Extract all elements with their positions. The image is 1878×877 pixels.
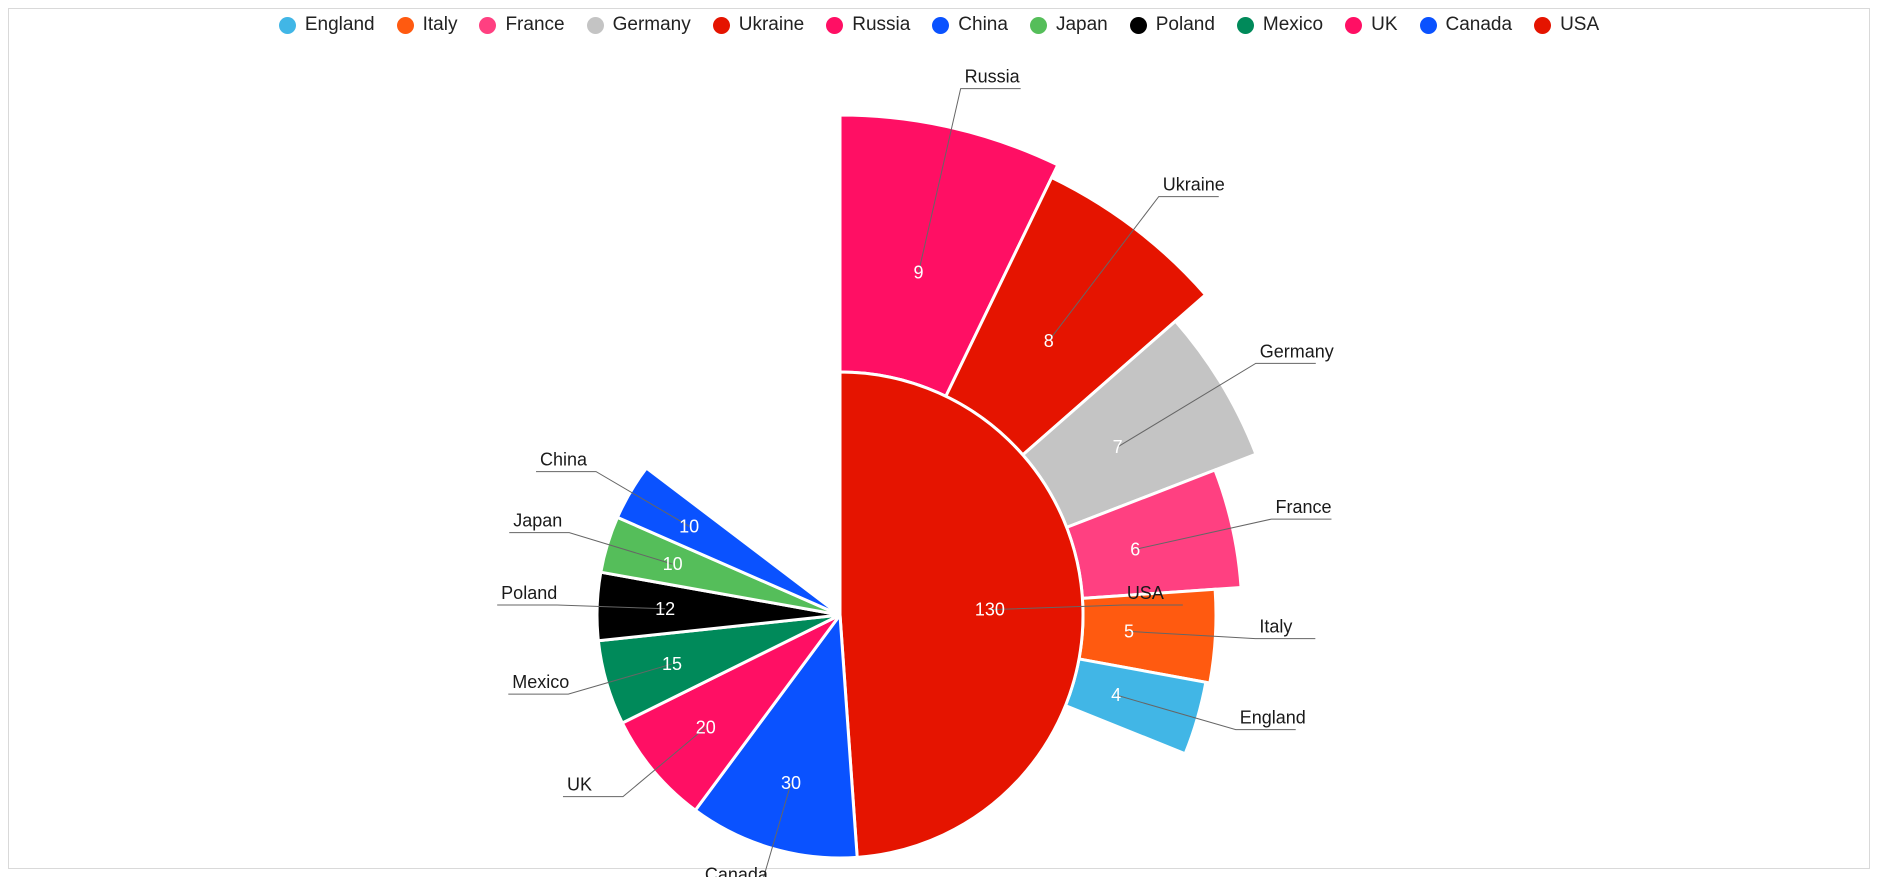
legend-swatch (1345, 16, 1363, 34)
slice-value-label: 15 (662, 654, 682, 674)
slice-value-label: 130 (975, 600, 1005, 620)
legend: England Italy France Germany Ukraine Russia Ch… (0, 14, 1878, 36)
legend-item[interactable]: Mexico (1236, 14, 1324, 36)
legend-label: Poland (1155, 14, 1215, 35)
slice-category-label: Japan (513, 511, 562, 531)
slice-value-label: 30 (781, 773, 801, 793)
slice-category-label: England (1240, 708, 1306, 728)
legend-item[interactable]: USA (1534, 14, 1599, 36)
legend-label: Canada (1445, 14, 1513, 35)
slice-category-label: UK (567, 775, 592, 795)
slice-category-label: Russia (965, 67, 1021, 87)
legend-item[interactable]: England (278, 14, 375, 36)
slice-category-label: Italy (1259, 617, 1292, 637)
slice-value-label: 9 (914, 262, 924, 282)
slice-value-label: 12 (655, 599, 675, 619)
leader-line (918, 88, 1021, 273)
slice-category-label: Canada (705, 865, 769, 877)
leader-line (1135, 518, 1332, 550)
legend-swatch (826, 16, 844, 34)
legend-item[interactable]: Canada (1419, 14, 1513, 36)
slice-value-label: 8 (1044, 331, 1054, 351)
leader-line (763, 782, 792, 877)
legend-label: Mexico (1262, 14, 1324, 35)
legend-item[interactable]: Italy (396, 14, 458, 36)
legend-swatch (586, 16, 604, 34)
legend-swatch (1419, 16, 1437, 34)
leader-line (508, 663, 673, 695)
leader-line (562, 726, 707, 798)
legend-label: Germany (612, 14, 691, 35)
slice-category-label: France (1275, 497, 1331, 517)
legend-item[interactable]: Germany (586, 14, 691, 36)
legend-item[interactable]: UK (1345, 14, 1398, 36)
legend-swatch (479, 16, 497, 34)
slice-category-label: USA (1127, 583, 1164, 603)
legend-item[interactable]: Ukraine (712, 14, 805, 36)
slice-value-label: 10 (663, 554, 683, 574)
legend-swatch (1236, 16, 1254, 34)
legend-swatch (278, 16, 296, 34)
legend-swatch (396, 16, 414, 34)
legend-label: Japan (1055, 14, 1108, 35)
leader-line (1129, 630, 1316, 640)
slice-value-label: 4 (1111, 685, 1121, 705)
legend-label: Italy (422, 14, 458, 35)
legend-item[interactable]: Poland (1129, 14, 1215, 36)
legend-label: China (958, 14, 1008, 35)
legend-item[interactable]: China (932, 14, 1008, 36)
slice-category-label: Germany (1260, 341, 1334, 361)
legend-label: Russia (852, 14, 911, 35)
legend-swatch (1029, 16, 1047, 34)
legend-label: Ukraine (738, 14, 805, 35)
slice-category-label: Ukraine (1163, 175, 1225, 195)
slice-value-label: 20 (696, 717, 716, 737)
leader-line (497, 604, 666, 610)
legend-swatch (1534, 16, 1552, 34)
legend-label: France (505, 14, 565, 35)
leader-line (1117, 362, 1316, 448)
legend-item[interactable]: Russia (826, 14, 910, 36)
slice-value-label: 7 (1113, 437, 1123, 457)
legend-item[interactable]: France (479, 14, 565, 36)
leader-line (536, 471, 690, 527)
legend-swatch (932, 16, 950, 34)
legend-swatch (712, 16, 730, 34)
slice-value-label: 6 (1130, 539, 1140, 559)
slice-category-label: Mexico (512, 672, 569, 692)
leader-line (509, 532, 673, 565)
slice-value-label: 10 (679, 516, 699, 536)
legend-label: England (304, 14, 375, 35)
slice-value-label: 5 (1124, 621, 1134, 641)
legend-label: USA (1560, 14, 1600, 35)
slice-category-label: China (540, 450, 588, 470)
legend-label: UK (1371, 14, 1398, 35)
leader-line (1116, 694, 1296, 731)
legend-swatch (1129, 16, 1147, 34)
leader-line (1048, 196, 1219, 342)
legend-item[interactable]: Japan (1029, 14, 1108, 36)
slice-category-label: Poland (501, 583, 557, 603)
leader-line (989, 604, 1183, 611)
